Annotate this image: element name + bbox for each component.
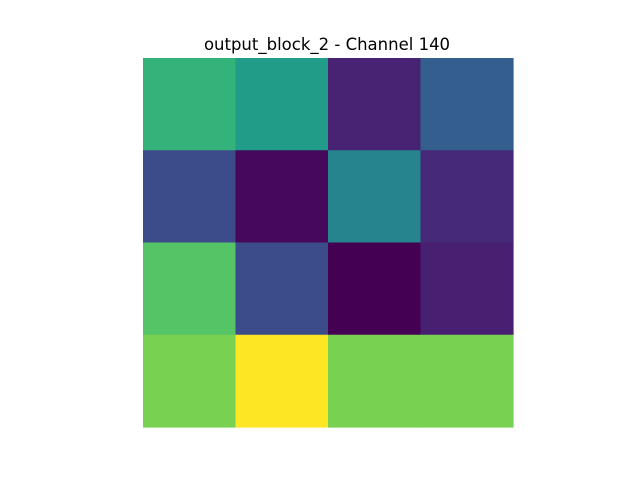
- heatmap-cell-r2-c3: [421, 243, 514, 336]
- heatmap-cell-r1-c3: [421, 150, 514, 243]
- heatmap-cell-r3-c3: [421, 335, 514, 428]
- heatmap-cell-r0-c1: [236, 58, 329, 151]
- heatmap-cell-r1-c0: [143, 150, 236, 243]
- heatmap-cell-r0-c3: [421, 58, 514, 151]
- heatmap-cell-r0-c2: [328, 58, 421, 151]
- heatmap-cell-r3-c2: [328, 335, 421, 428]
- heatmap-cell-r0-c0: [143, 58, 236, 151]
- heatmap-cell-r1-c2: [328, 150, 421, 243]
- heatmap-cell-r3-c0: [143, 335, 236, 428]
- heatmap-cell-r2-c2: [328, 243, 421, 336]
- heatmap-cell-r3-c1: [236, 335, 329, 428]
- heatmap-cells: [143, 58, 514, 428]
- heatmap-cell-r2-c1: [236, 243, 329, 336]
- heatmap-cell-r1-c1: [236, 150, 329, 243]
- chart-title: output_block_2 - Channel 140: [204, 35, 450, 55]
- heatmap-cell-r2-c0: [143, 243, 236, 336]
